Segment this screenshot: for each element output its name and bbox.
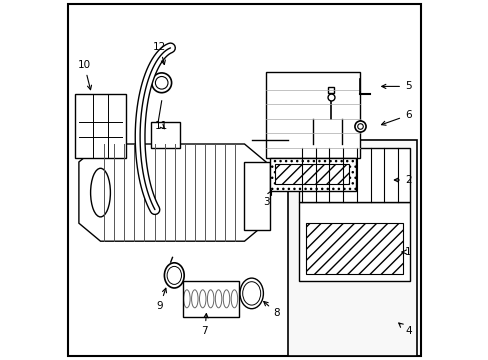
- FancyBboxPatch shape: [305, 223, 402, 274]
- Ellipse shape: [240, 278, 263, 309]
- Text: 5: 5: [381, 81, 411, 91]
- Ellipse shape: [151, 73, 171, 93]
- FancyBboxPatch shape: [151, 122, 179, 148]
- Text: 2: 2: [393, 175, 411, 185]
- Text: 11: 11: [155, 121, 168, 131]
- Text: 1: 1: [401, 247, 411, 257]
- FancyBboxPatch shape: [298, 148, 409, 202]
- Ellipse shape: [242, 282, 260, 305]
- Ellipse shape: [191, 290, 198, 308]
- FancyBboxPatch shape: [269, 158, 355, 191]
- Ellipse shape: [312, 135, 341, 153]
- Text: 3: 3: [262, 191, 271, 207]
- Ellipse shape: [199, 290, 205, 308]
- Text: 12: 12: [153, 42, 166, 64]
- FancyBboxPatch shape: [265, 72, 359, 158]
- Text: 7: 7: [201, 314, 208, 336]
- Polygon shape: [79, 144, 265, 241]
- Ellipse shape: [90, 168, 110, 217]
- Text: 8: 8: [263, 301, 280, 318]
- Text: 9: 9: [156, 288, 166, 311]
- Ellipse shape: [231, 290, 237, 308]
- FancyBboxPatch shape: [275, 164, 348, 184]
- Ellipse shape: [215, 290, 222, 308]
- Ellipse shape: [207, 290, 213, 308]
- Ellipse shape: [223, 290, 229, 308]
- FancyBboxPatch shape: [68, 4, 420, 356]
- Ellipse shape: [183, 290, 190, 308]
- FancyBboxPatch shape: [75, 94, 125, 158]
- Text: 4: 4: [398, 323, 411, 336]
- FancyBboxPatch shape: [298, 202, 409, 281]
- FancyBboxPatch shape: [244, 162, 269, 230]
- Text: 6: 6: [381, 110, 411, 125]
- Ellipse shape: [155, 77, 168, 89]
- Text: 10: 10: [78, 60, 91, 90]
- FancyBboxPatch shape: [287, 140, 416, 356]
